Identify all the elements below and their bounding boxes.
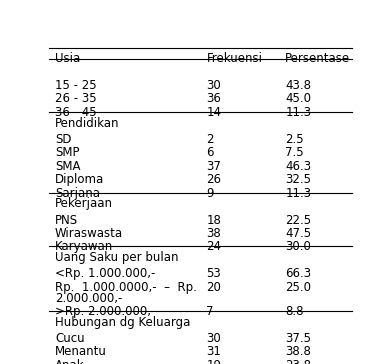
Text: 20: 20 bbox=[206, 281, 221, 294]
Text: Usia: Usia bbox=[55, 52, 80, 65]
Text: 15 - 25: 15 - 25 bbox=[55, 79, 97, 92]
Text: 53: 53 bbox=[206, 267, 221, 280]
Text: Cucu: Cucu bbox=[55, 332, 84, 345]
Text: <Rp. 1.000.000,-: <Rp. 1.000.000,- bbox=[55, 267, 155, 280]
Text: >Rp. 2.000.000,-: >Rp. 2.000.000,- bbox=[55, 305, 155, 318]
Text: 11.3: 11.3 bbox=[285, 106, 311, 119]
Text: 30: 30 bbox=[206, 332, 221, 345]
Text: 6: 6 bbox=[206, 146, 214, 159]
Text: 18: 18 bbox=[206, 214, 221, 226]
Text: 2.5: 2.5 bbox=[285, 133, 304, 146]
Text: 45.0: 45.0 bbox=[285, 92, 311, 106]
Text: 8.8: 8.8 bbox=[285, 305, 304, 318]
Text: 19: 19 bbox=[206, 359, 221, 364]
Text: 31: 31 bbox=[206, 345, 221, 359]
Text: 9: 9 bbox=[206, 187, 214, 199]
Text: Uang Saku per bulan: Uang Saku per bulan bbox=[55, 251, 178, 264]
Text: Wiraswasta: Wiraswasta bbox=[55, 227, 123, 240]
Text: 36: 36 bbox=[206, 92, 221, 106]
Text: Pendidikan: Pendidikan bbox=[55, 117, 119, 130]
Text: 36 - 45: 36 - 45 bbox=[55, 106, 97, 119]
Text: 2.000.000,-: 2.000.000,- bbox=[55, 292, 122, 305]
Text: 14: 14 bbox=[206, 106, 221, 119]
Text: 22.5: 22.5 bbox=[285, 214, 311, 226]
Text: 37: 37 bbox=[206, 160, 221, 173]
Text: 7: 7 bbox=[206, 305, 214, 318]
Text: 43.8: 43.8 bbox=[285, 79, 311, 92]
Text: 23.8: 23.8 bbox=[285, 359, 311, 364]
Text: SMA: SMA bbox=[55, 160, 81, 173]
Text: SD: SD bbox=[55, 133, 72, 146]
Text: 46.3: 46.3 bbox=[285, 160, 311, 173]
Text: 26 - 35: 26 - 35 bbox=[55, 92, 97, 106]
Text: Menantu: Menantu bbox=[55, 345, 107, 359]
Text: Rp.  1.000.0000,-  –  Rp.: Rp. 1.000.0000,- – Rp. bbox=[55, 281, 197, 294]
Text: 30.0: 30.0 bbox=[285, 241, 311, 253]
Text: 24: 24 bbox=[206, 241, 221, 253]
Text: SMP: SMP bbox=[55, 146, 79, 159]
Text: 26: 26 bbox=[206, 173, 221, 186]
Text: Diploma: Diploma bbox=[55, 173, 104, 186]
Text: 25.0: 25.0 bbox=[285, 281, 311, 294]
Text: Persentase: Persentase bbox=[285, 52, 350, 65]
Text: 38.8: 38.8 bbox=[285, 345, 311, 359]
Text: Frekuensi: Frekuensi bbox=[206, 52, 262, 65]
Text: 7.5: 7.5 bbox=[285, 146, 304, 159]
Text: 32.5: 32.5 bbox=[285, 173, 311, 186]
Text: 37.5: 37.5 bbox=[285, 332, 311, 345]
Text: 66.3: 66.3 bbox=[285, 267, 311, 280]
Text: 2: 2 bbox=[206, 133, 214, 146]
Text: 11.3: 11.3 bbox=[285, 187, 311, 199]
Text: Pekerjaan: Pekerjaan bbox=[55, 197, 113, 210]
Text: Hubungan dg Keluarga: Hubungan dg Keluarga bbox=[55, 316, 190, 329]
Text: 47.5: 47.5 bbox=[285, 227, 311, 240]
Text: Anak: Anak bbox=[55, 359, 84, 364]
Text: PNS: PNS bbox=[55, 214, 78, 226]
Text: Sarjana: Sarjana bbox=[55, 187, 100, 199]
Text: 38: 38 bbox=[206, 227, 221, 240]
Text: 30: 30 bbox=[206, 79, 221, 92]
Text: Karyawan: Karyawan bbox=[55, 241, 113, 253]
